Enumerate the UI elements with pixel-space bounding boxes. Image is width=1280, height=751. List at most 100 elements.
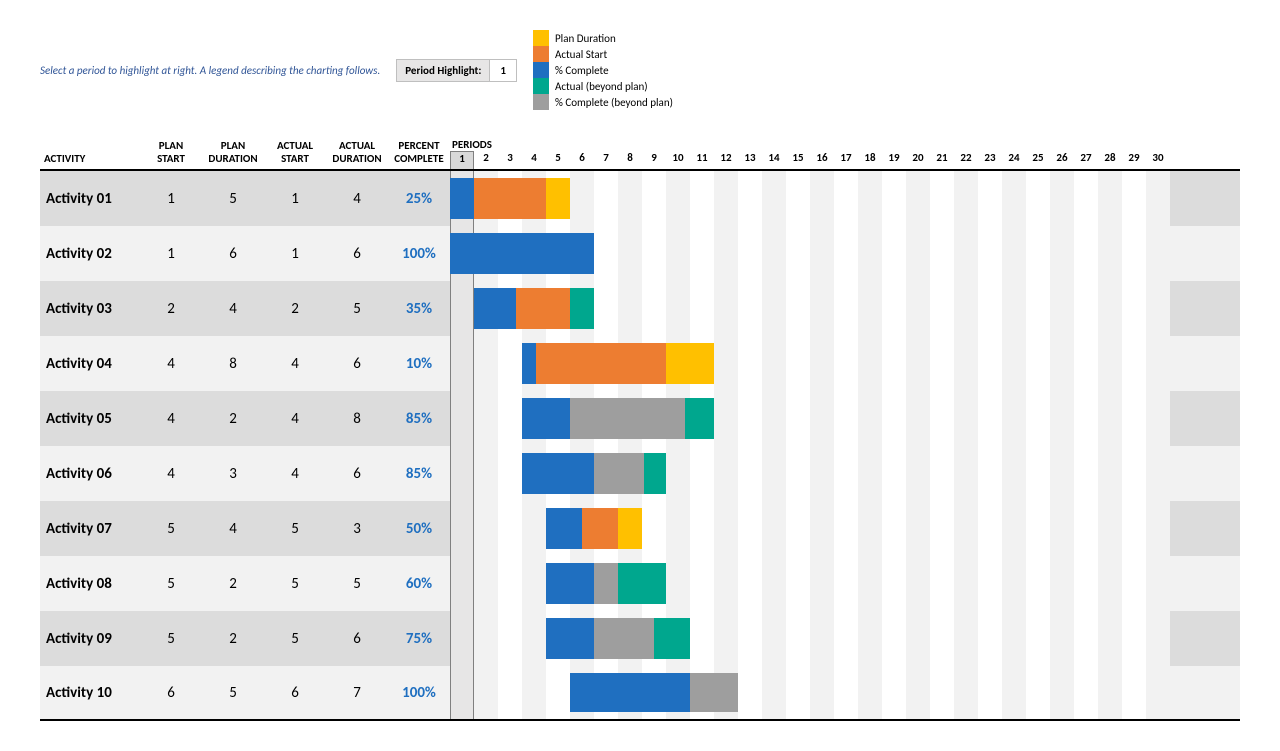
activity-name: Activity 04 [40,336,140,391]
gantt-area [450,501,1240,556]
period-highlight-box: Period Highlight: 1 [396,59,517,82]
period-header-cell[interactable]: 4 [522,151,546,169]
period-header-cell[interactable]: 23 [978,151,1002,169]
actual-duration: 5 [326,281,388,336]
activity-name: Activity 06 [40,446,140,501]
activity-row: Activity 106567100% [40,666,1240,721]
period-header-cell[interactable]: 10 [666,151,690,169]
period-header-cell[interactable]: 1 [450,151,474,169]
period-header-cell[interactable]: 26 [1050,151,1074,169]
bar-complete-beyond [594,618,654,659]
legend-label: % Complete (beyond plan) [555,96,673,109]
plan-duration: 2 [202,556,264,611]
activity-name: Activity 07 [40,501,140,556]
legend-swatch [533,94,549,110]
gantt-area [450,391,1240,446]
plan-duration: 5 [202,171,264,226]
period-header-cell[interactable]: 5 [546,151,570,169]
period-header-cell[interactable]: 6 [570,151,594,169]
top-bar: Select a period to highlight at right. A… [40,30,1240,110]
legend-swatch [533,62,549,78]
bar-layer [450,508,1240,549]
activity-name: Activity 09 [40,611,140,666]
period-header-cell[interactable]: 27 [1074,151,1098,169]
plan-duration: 3 [202,446,264,501]
col-header-plan-duration: PLANDURATION [202,138,264,169]
activity-name: Activity 03 [40,281,140,336]
period-highlight-label: Period Highlight: [397,60,489,81]
gantt-area [450,556,1240,611]
period-header-cell[interactable]: 13 [738,151,762,169]
period-header-cell[interactable]: 16 [810,151,834,169]
period-header-cell[interactable]: 11 [690,151,714,169]
plan-duration: 6 [202,226,264,281]
plan-duration: 2 [202,611,264,666]
actual-start: 5 [264,556,326,611]
plan-start: 5 [140,611,202,666]
period-highlight-value[interactable]: 1 [489,60,516,81]
period-header-cell[interactable]: 17 [834,151,858,169]
actual-duration: 8 [326,391,388,446]
period-header-cell[interactable]: 8 [618,151,642,169]
gantt-body: Activity 01151425%Activity 021616100%Act… [40,171,1240,721]
activity-row: Activity 08525560% [40,556,1240,611]
actual-start: 2 [264,281,326,336]
plan-start: 4 [140,336,202,391]
percent-complete: 50% [388,501,450,556]
period-header-cell[interactable]: 12 [714,151,738,169]
legend: Plan Duration Actual Start % Complete Ac… [533,30,673,110]
legend-item: % Complete [533,62,673,78]
plan-start: 5 [140,501,202,556]
legend-swatch [533,46,549,62]
period-header-cell[interactable]: 22 [954,151,978,169]
gantt-area [450,336,1240,391]
period-header-cell[interactable]: 24 [1002,151,1026,169]
period-header-cell[interactable]: 25 [1026,151,1050,169]
percent-complete: 25% [388,171,450,226]
bar-complete-beyond [594,453,644,494]
activity-row: Activity 03242535% [40,281,1240,336]
percent-complete: 10% [388,336,450,391]
bar-layer [450,343,1240,384]
activity-row: Activity 09525675% [40,611,1240,666]
bar-actual-beyond [570,288,594,329]
period-header-cell[interactable]: 9 [642,151,666,169]
period-header-cell[interactable]: 14 [762,151,786,169]
bar-complete [570,673,690,712]
actual-duration: 6 [326,611,388,666]
period-header-cell[interactable]: 20 [906,151,930,169]
bar-layer [450,398,1240,439]
bar-complete [474,288,516,329]
legend-swatch [533,78,549,94]
period-header-cell[interactable]: 7 [594,151,618,169]
period-header-cell[interactable]: 28 [1098,151,1122,169]
period-header-cell[interactable]: 2 [474,151,498,169]
actual-duration: 4 [326,171,388,226]
bar-layer [450,673,1240,712]
legend-item: % Complete (beyond plan) [533,94,673,110]
bar-complete-beyond [570,398,685,439]
period-header-cell[interactable]: 30 [1146,151,1170,169]
period-header-cell[interactable]: 3 [498,151,522,169]
actual-duration: 3 [326,501,388,556]
gantt-area [450,611,1240,666]
period-header-cell[interactable]: 21 [930,151,954,169]
activity-name: Activity 10 [40,666,140,719]
actual-start: 4 [264,391,326,446]
bar-complete [522,453,594,494]
plan-duration: 8 [202,336,264,391]
gantt-area [450,171,1240,226]
activity-name: Activity 08 [40,556,140,611]
plan-start: 4 [140,391,202,446]
activity-row: Activity 05424885% [40,391,1240,446]
actual-start: 1 [264,226,326,281]
actual-duration: 7 [326,666,388,719]
period-header-cell[interactable]: 15 [786,151,810,169]
col-header-activity: ACTIVITY [40,138,140,169]
actual-duration: 6 [326,336,388,391]
bar-layer [450,288,1240,329]
period-header-cell[interactable]: 18 [858,151,882,169]
gantt-area [450,446,1240,501]
period-header-cell[interactable]: 19 [882,151,906,169]
period-header-cell[interactable]: 29 [1122,151,1146,169]
